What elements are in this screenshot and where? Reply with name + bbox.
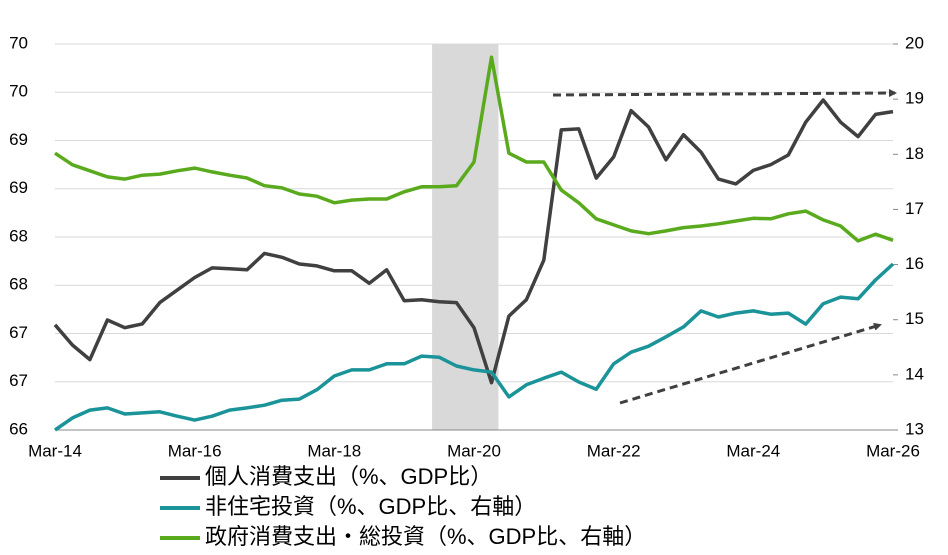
y-tick-label: 68 — [9, 275, 28, 294]
y2-tick-label: 16 — [905, 254, 924, 273]
y2-tick-label: 17 — [905, 199, 924, 218]
y2-tick-label: 19 — [905, 89, 924, 108]
x-tick-label: Mar-26 — [866, 441, 920, 460]
x-tick-label: Mar-22 — [587, 441, 641, 460]
legend-label: 政府消費支出・総投資（%、GDP比、右軸） — [205, 524, 646, 549]
x-tick-label: Mar-18 — [307, 441, 361, 460]
trend-arrow — [552, 89, 897, 98]
y2-tick-label: 13 — [905, 419, 924, 438]
y2-tick-label: 20 — [905, 33, 924, 52]
y-tick-label: 66 — [9, 419, 28, 438]
series-line — [53, 98, 894, 385]
trend-arrow — [619, 322, 882, 405]
y2-tick-label: 15 — [905, 309, 924, 328]
x-tick-label: Mar-16 — [168, 441, 222, 460]
series-line — [54, 55, 894, 243]
y-tick-label: 69 — [9, 130, 28, 149]
y2-tick-label: 18 — [905, 144, 924, 163]
y2-tick-label: 14 — [905, 364, 924, 383]
y-tick-label: 67 — [9, 371, 28, 390]
series-line — [54, 262, 895, 432]
legend-label: 非住宅投資（%、GDP比、右軸） — [205, 494, 536, 519]
y-tick-label: 70 — [9, 33, 28, 52]
x-tick-label: Mar-24 — [726, 441, 780, 460]
y-tick-label: 68 — [9, 226, 28, 245]
y-tick-label: 69 — [9, 178, 28, 197]
y-tick-label: 67 — [9, 323, 28, 342]
x-tick-label: Mar-14 — [28, 441, 82, 460]
y-tick-label: 70 — [9, 82, 28, 101]
legend-label: 個人消費支出（%、GDP比） — [205, 464, 492, 489]
x-tick-label: Mar-20 — [447, 441, 501, 460]
